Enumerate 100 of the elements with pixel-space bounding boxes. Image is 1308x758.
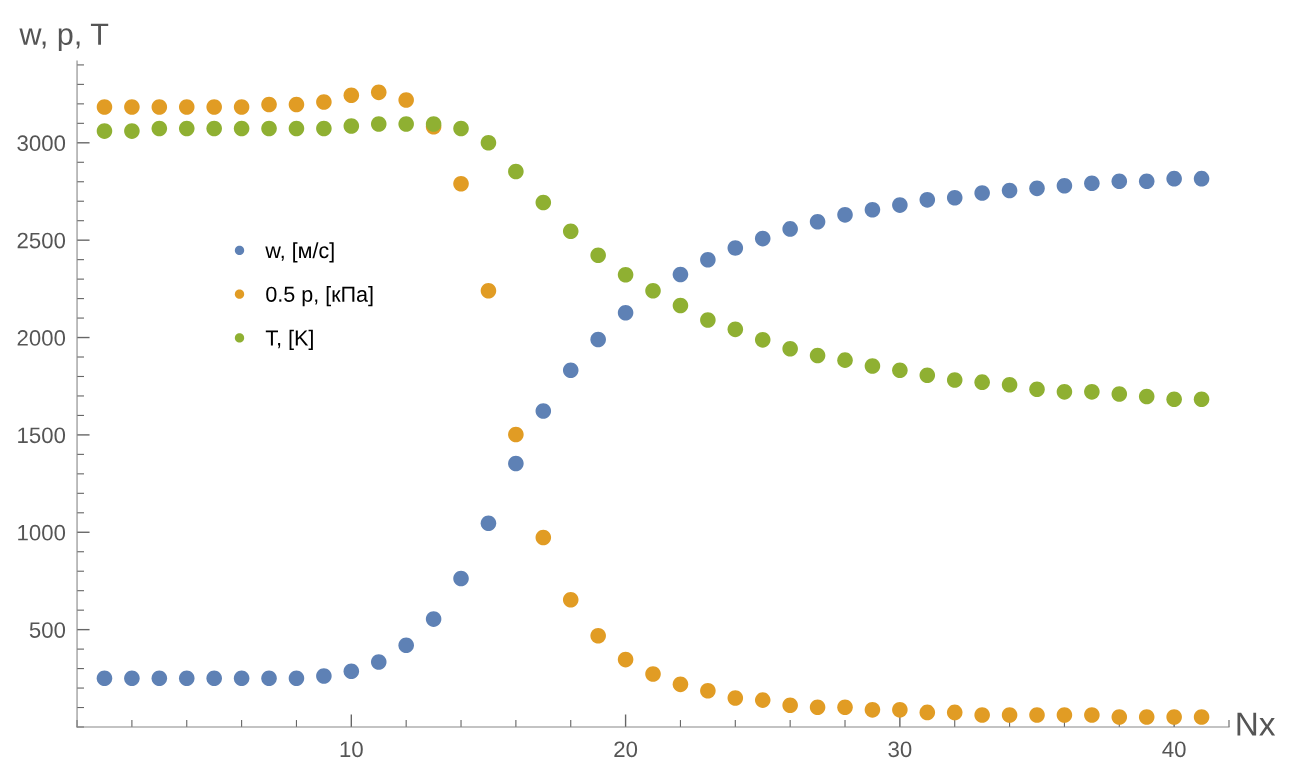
point — [672, 266, 689, 283]
point — [809, 347, 826, 364]
point — [1193, 709, 1210, 725]
point — [151, 99, 168, 115]
point — [206, 120, 222, 137]
point — [288, 120, 305, 137]
point — [645, 283, 661, 299]
point — [864, 202, 881, 218]
point — [1084, 175, 1100, 192]
point — [562, 362, 579, 379]
point — [425, 611, 442, 627]
legend-label: T, [K] — [265, 329, 313, 350]
point — [1084, 707, 1100, 723]
point — [782, 697, 798, 713]
point — [617, 305, 634, 321]
point — [288, 670, 305, 687]
point — [178, 670, 195, 687]
point — [480, 135, 497, 151]
point — [316, 120, 332, 137]
point — [261, 120, 277, 137]
point — [206, 99, 222, 115]
point — [398, 116, 414, 132]
point — [754, 230, 771, 247]
point — [672, 297, 689, 314]
point — [343, 118, 360, 134]
point — [1001, 707, 1018, 723]
point — [672, 676, 689, 693]
x-tick-label: 10 — [340, 741, 363, 758]
point — [316, 668, 332, 684]
y-tick-label: 1500 — [18, 427, 66, 444]
point — [1056, 707, 1073, 723]
point — [398, 92, 414, 108]
point — [453, 570, 469, 587]
point — [316, 94, 332, 110]
point — [370, 654, 387, 670]
point — [535, 403, 552, 419]
point — [590, 247, 606, 263]
point — [700, 683, 716, 699]
point — [343, 663, 360, 680]
point — [837, 699, 853, 716]
point — [892, 197, 908, 213]
point — [1056, 384, 1073, 400]
point — [754, 332, 771, 348]
point — [617, 651, 634, 668]
point — [124, 99, 140, 115]
point — [727, 690, 744, 706]
point — [1001, 182, 1018, 199]
point — [1193, 391, 1210, 408]
point — [233, 670, 250, 687]
point — [1138, 709, 1155, 725]
point — [1166, 170, 1182, 187]
point — [946, 704, 963, 721]
y-tick-label: 3000 — [17, 135, 66, 152]
y-tick-label: 2500 — [17, 232, 66, 249]
point — [398, 637, 414, 653]
point — [837, 207, 853, 223]
point — [1166, 709, 1182, 725]
point — [864, 358, 881, 374]
point — [974, 185, 990, 201]
point — [233, 99, 250, 115]
point — [892, 362, 908, 379]
point — [1138, 388, 1155, 405]
point — [508, 426, 524, 443]
point — [809, 699, 826, 716]
point — [1029, 707, 1045, 723]
point — [1056, 178, 1073, 194]
y-tick-label: 2000 — [17, 330, 66, 346]
point — [782, 221, 798, 237]
point — [590, 331, 606, 348]
point — [151, 670, 168, 687]
point — [453, 120, 469, 137]
point — [124, 670, 140, 687]
point — [645, 666, 661, 682]
point — [508, 163, 524, 180]
point — [974, 374, 990, 390]
point — [261, 96, 277, 113]
legend-label: w, [м/с] — [265, 242, 334, 263]
point — [1111, 386, 1128, 402]
point — [809, 213, 826, 230]
point — [562, 592, 579, 608]
point — [370, 116, 387, 132]
point — [974, 707, 990, 723]
point — [1084, 384, 1100, 400]
point — [617, 267, 634, 283]
point — [1166, 391, 1182, 408]
point — [562, 223, 579, 239]
x-tick-label: 40 — [1162, 741, 1186, 758]
point — [96, 123, 113, 139]
point — [480, 283, 497, 299]
point — [727, 321, 744, 338]
point — [919, 704, 936, 721]
x-axis-title: Nx — [1237, 712, 1276, 736]
y-axis-title: w, p, T — [19, 23, 109, 52]
point — [864, 702, 881, 718]
point — [96, 670, 113, 687]
point — [946, 189, 963, 206]
point — [343, 87, 360, 104]
x-tick-label: 20 — [614, 741, 638, 758]
x-tick-label: 30 — [888, 741, 912, 758]
point — [370, 84, 387, 101]
